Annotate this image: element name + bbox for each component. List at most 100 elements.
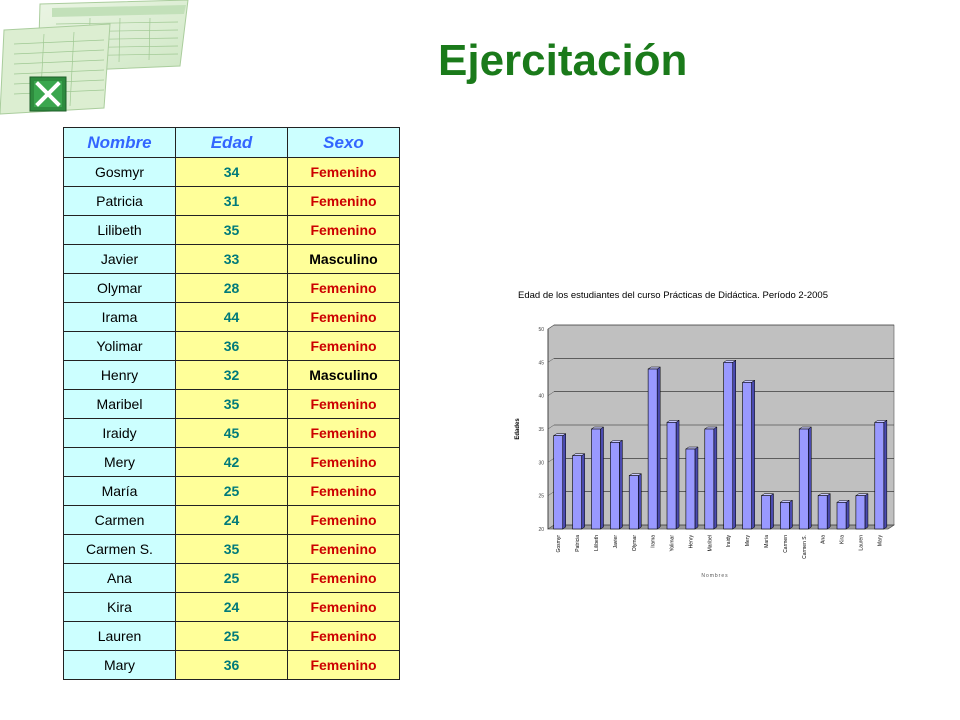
age-cell: 31 xyxy=(175,186,288,216)
age-cell: 25 xyxy=(175,621,288,651)
age-cell: 35 xyxy=(175,215,288,245)
name-cell: María xyxy=(63,476,176,506)
sex-cell: Femenino xyxy=(287,273,400,303)
bar-side xyxy=(562,433,566,530)
age-cell: 35 xyxy=(175,534,288,564)
name-cell: Carmen xyxy=(63,505,176,535)
age-cell: 24 xyxy=(175,505,288,535)
bar-side xyxy=(808,426,812,530)
x-tick-label: Ana xyxy=(821,535,827,544)
y-tick-label: 35 xyxy=(538,427,544,433)
y-tick-label: 45 xyxy=(538,360,544,366)
sex-cell: Femenino xyxy=(287,389,400,419)
name-cell: Gosmyr xyxy=(63,157,176,187)
bar-side xyxy=(770,493,774,530)
bar-side xyxy=(883,419,888,530)
age-cell: 34 xyxy=(175,157,288,187)
name-cell: Kira xyxy=(63,592,176,622)
x-tick-label: Henry xyxy=(688,535,694,549)
age-cell: 35 xyxy=(175,389,288,419)
age-cell: 45 xyxy=(175,418,288,448)
sex-cell: Femenino xyxy=(287,157,400,187)
table-row: Olymar 28 Femenino xyxy=(63,273,400,303)
bar xyxy=(780,502,790,530)
bar xyxy=(836,502,847,530)
sex-cell: Masculino xyxy=(287,360,400,390)
table-row: Patricia 31 Femenino xyxy=(63,186,400,216)
y-tick-label: 25 xyxy=(538,494,544,500)
table-row: Ana 25 Femenino xyxy=(63,563,400,593)
bar xyxy=(553,435,564,530)
x-tick-label: María xyxy=(764,535,770,548)
bar xyxy=(685,448,696,530)
name-cell: Iraidy xyxy=(63,418,176,448)
table-row: Gosmyr 34 Femenino xyxy=(63,157,400,187)
age-cell: 44 xyxy=(175,302,288,332)
sex-cell: Femenino xyxy=(287,476,400,506)
name-cell: Olymar xyxy=(63,273,176,303)
table-row: Mary 36 Femenino xyxy=(63,650,400,680)
bar xyxy=(798,428,809,530)
y-tick-label: 20 xyxy=(538,527,544,533)
name-cell: Mary xyxy=(63,650,176,680)
name-cell: Lauren xyxy=(63,621,176,651)
sex-cell: Femenino xyxy=(287,505,400,535)
table-row: Javier 33 Masculino xyxy=(63,244,400,274)
table-header-row: Nombre Edad Sexo xyxy=(63,127,400,158)
age-cell: 36 xyxy=(175,331,288,361)
table-row: María 25 Femenino xyxy=(63,476,400,506)
table-row: Lauren 25 Femenino xyxy=(63,621,400,651)
table-row: Yolimar 36 Femenino xyxy=(63,331,400,361)
bar-side xyxy=(581,453,585,530)
sex-cell: Masculino xyxy=(287,244,400,274)
bar-side xyxy=(864,493,869,530)
grid-depth xyxy=(547,524,555,530)
table-row: Kira 24 Femenino xyxy=(63,592,400,622)
sex-cell: Femenino xyxy=(287,302,400,332)
bar-side xyxy=(638,473,642,530)
x-tick-label: Carmen xyxy=(783,535,789,553)
age-cell: 24 xyxy=(175,592,288,622)
sex-cell: Femenino xyxy=(287,447,400,477)
bar-side xyxy=(619,439,623,530)
table-row: Maribel 35 Femenino xyxy=(63,389,400,419)
grid-depth xyxy=(547,458,555,463)
bar-side xyxy=(600,426,604,530)
name-cell: Mery xyxy=(63,447,176,477)
bar xyxy=(761,495,771,530)
grid-depth xyxy=(547,324,555,330)
name-cell: Irama xyxy=(63,302,176,332)
bar xyxy=(572,455,582,530)
sex-cell: Femenino xyxy=(287,592,400,622)
slide-title: Ejercitación xyxy=(438,36,688,85)
bar xyxy=(647,368,658,530)
excel-spreadsheet-icon xyxy=(0,0,190,118)
x-tick-label: Javier xyxy=(613,535,619,549)
table-row: Henry 32 Masculino xyxy=(63,360,400,390)
table-row: Iraidy 45 Femenino xyxy=(63,418,400,448)
age-cell: 32 xyxy=(175,360,288,390)
grid-depth xyxy=(547,491,555,496)
sex-cell: Femenino xyxy=(287,650,400,680)
age-cell: 25 xyxy=(175,476,288,506)
x-tick-label: Kira xyxy=(840,535,846,544)
y-tick-label: 30 xyxy=(538,460,544,466)
bar xyxy=(817,495,828,530)
x-tick-label: Maribel xyxy=(707,535,713,551)
grid-depth xyxy=(547,358,555,363)
chart-title: Edad de los estudiantes del curso Prácti… xyxy=(518,290,828,301)
x-tick-label: Mary xyxy=(877,535,883,547)
bar-side xyxy=(732,359,736,530)
name-cell: Yolimar xyxy=(63,331,176,361)
bar xyxy=(591,428,601,530)
table-row: Carmen S. 35 Femenino xyxy=(63,534,400,564)
table-row: Irama 44 Femenino xyxy=(63,302,400,332)
x-tick-label: Lilibeth xyxy=(594,535,600,551)
name-cell: Maribel xyxy=(63,389,176,419)
students-table: Nombre Edad Sexo Gosmyr 34 Femenino Patrici… xyxy=(63,127,400,680)
name-cell: Henry xyxy=(63,360,176,390)
grid-depth xyxy=(547,424,555,430)
sex-cell: Femenino xyxy=(287,186,400,216)
x-axis-label: Nombres xyxy=(701,573,728,579)
x-tick-label: Olymar xyxy=(632,535,638,551)
